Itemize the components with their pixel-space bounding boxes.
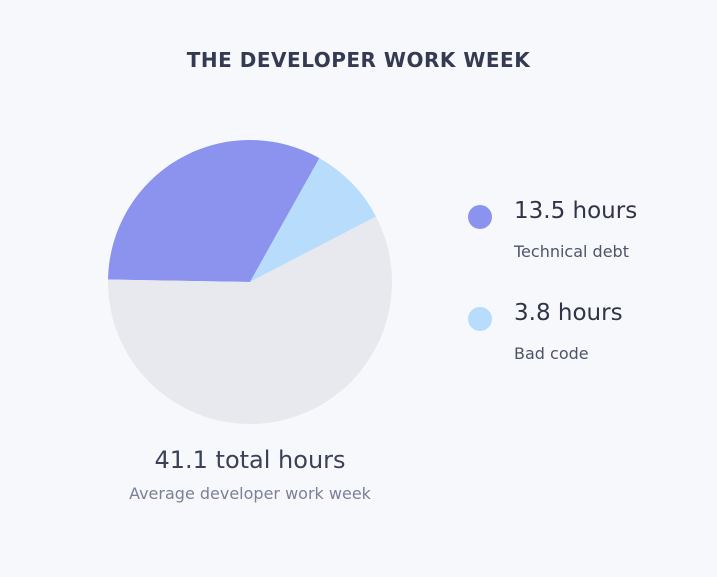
chart-title: THE DEVELOPER WORK WEEK xyxy=(186,48,531,72)
pie-svg xyxy=(107,139,392,424)
total-caption: Average developer work week xyxy=(129,484,371,503)
pie-chart xyxy=(100,132,400,432)
legend-label-bad-code: Bad code xyxy=(514,344,589,363)
legend-swatch-technical-debt xyxy=(468,205,492,229)
pie-slice-other xyxy=(107,216,392,424)
pie-slice-technical-debt xyxy=(108,139,320,282)
legend-swatch-bad-code xyxy=(468,307,492,331)
legend-label-technical-debt: Technical debt xyxy=(514,242,629,261)
pie-slice-bad-code xyxy=(250,158,376,282)
total-hours: 41.1 total hours xyxy=(154,446,346,474)
legend-value-technical-debt: 13.5 hours xyxy=(514,198,638,224)
legend-value-bad-code: 3.8 hours xyxy=(514,300,623,326)
